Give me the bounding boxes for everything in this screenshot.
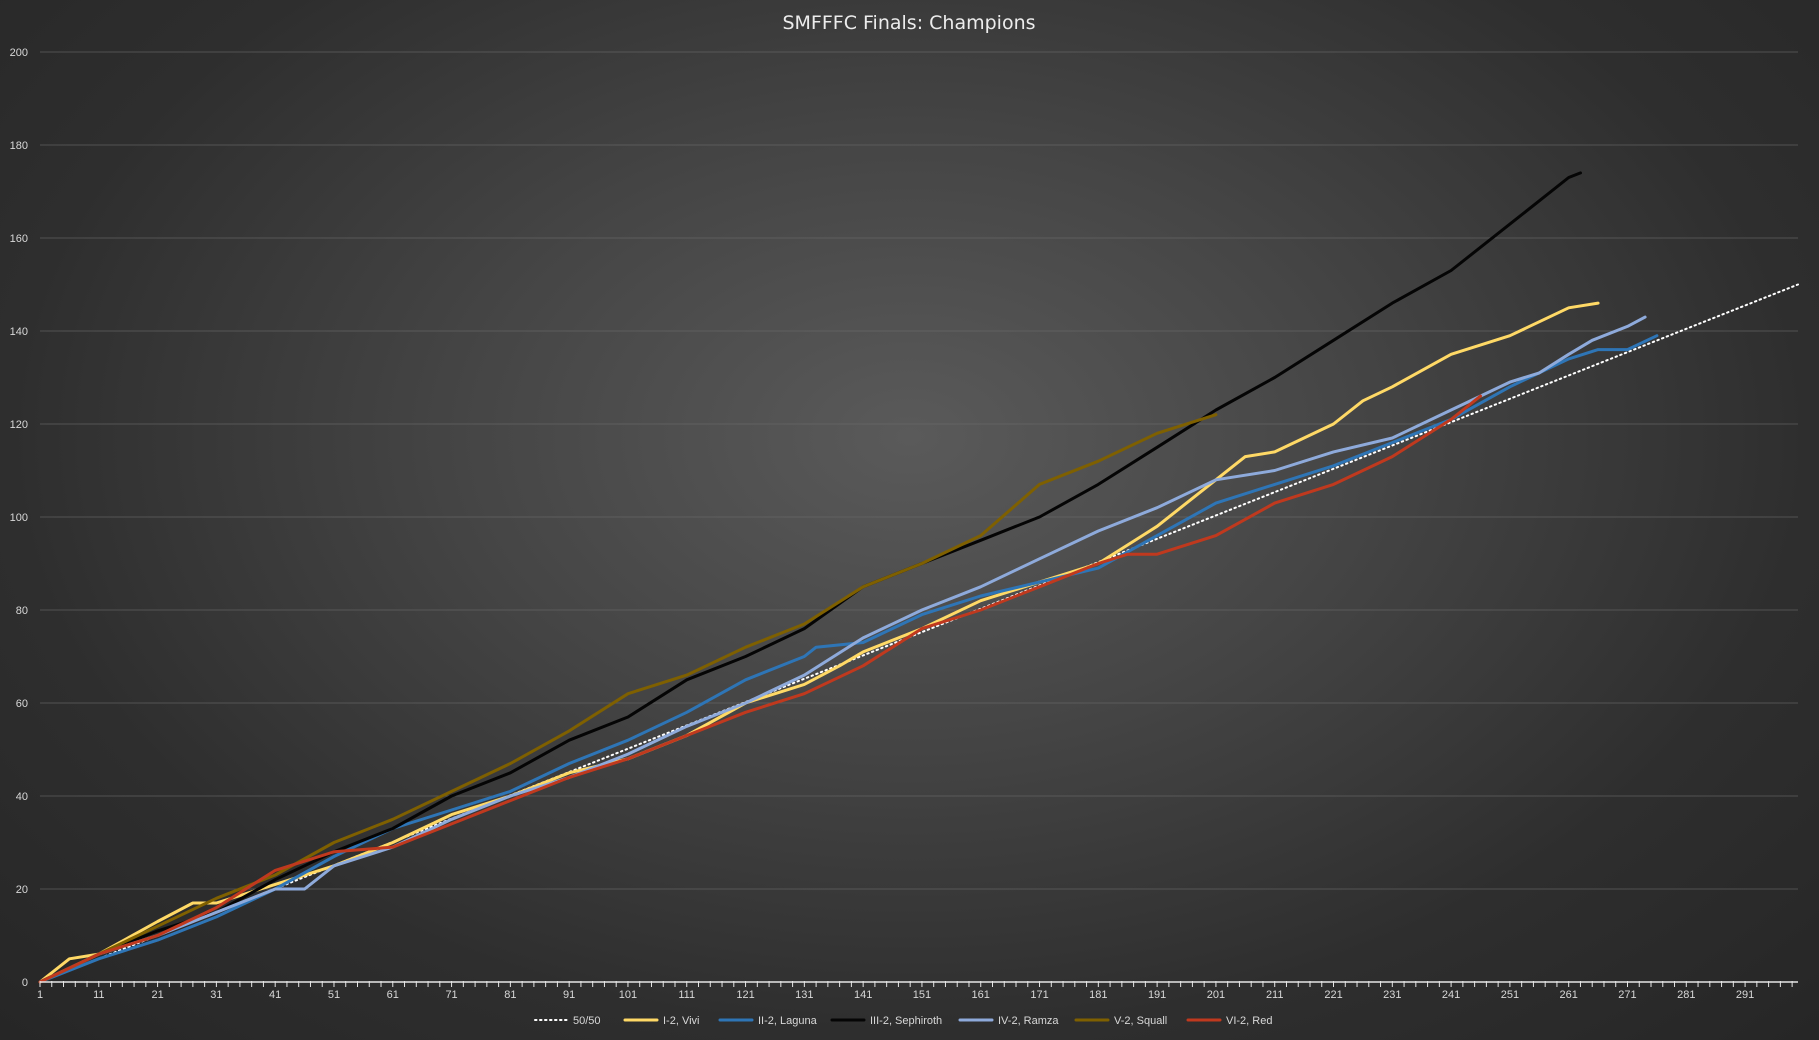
y-tick-label: 60 [16, 698, 28, 710]
x-tick-label: 281 [1677, 989, 1695, 1001]
y-tick-label: 80 [16, 605, 28, 617]
y-tick-label: 120 [10, 419, 28, 431]
series-line-4 [38, 315, 1647, 984]
legend-item-6[interactable]: VI-2, Red [1186, 1015, 1272, 1027]
y-axis-ticks: 0 20 40 60 80 100 120 140 160 180 200 [10, 47, 28, 989]
legend-item-1[interactable]: I-2, Vivi [623, 1015, 699, 1027]
x-tick-label: 151 [913, 989, 931, 1001]
y-tick-label: 140 [10, 326, 28, 338]
y-tick-label: 20 [16, 884, 28, 896]
x-tick-label: 271 [1618, 989, 1636, 1001]
series-line-3 [38, 171, 1582, 984]
x-tick-label: 51 [328, 989, 340, 1001]
legend-item-5[interactable]: V-2, Squall [1074, 1015, 1167, 1027]
legend-label: III-2, Sephiroth [870, 1015, 942, 1027]
y-tick-label: 0 [22, 977, 28, 989]
x-axis: 1 11 21 31 41 51 61 71 81 91 101 111 121 131 141 151 161… [37, 981, 1798, 1001]
x-tick-label: 71 [445, 989, 457, 1001]
x-tick-label: 231 [1383, 989, 1401, 1001]
x-tick-label: 131 [795, 989, 813, 1001]
x-tick-label: 31 [210, 989, 222, 1001]
x-tick-label: 201 [1207, 989, 1225, 1001]
legend-label: 50/50 [573, 1015, 601, 1027]
x-tick-label: 21 [151, 989, 163, 1001]
x-tick-label: 141 [854, 989, 872, 1001]
x-tick-label: 111 [678, 989, 695, 1001]
legend-item-2[interactable]: II-2, Laguna [718, 1015, 818, 1027]
legend-item-3[interactable]: III-2, Sephiroth [830, 1015, 942, 1027]
y-tick-label: 160 [10, 233, 28, 245]
series-line-0 [39, 283, 1799, 983]
x-tick-label: 261 [1560, 989, 1578, 1001]
series-lines [38, 171, 1799, 984]
legend[interactable]: 50/50 I-2, Vivi II-2, Laguna III-2, Sephiro… [534, 1015, 1272, 1027]
x-tick-label: 61 [387, 989, 399, 1001]
x-tick-label: 101 [619, 989, 637, 1001]
x-tick-label: 211 [1266, 989, 1284, 1001]
x-tick-label: 1 [37, 989, 43, 1001]
x-tick-label: 11 [93, 989, 104, 1001]
x-tick-label: 171 [1030, 989, 1048, 1001]
x-tick-label: 91 [563, 989, 575, 1001]
x-tick-label: 41 [269, 989, 281, 1001]
legend-label: VI-2, Red [1226, 1015, 1272, 1027]
x-tick-label: 251 [1501, 989, 1519, 1001]
y-tick-label: 180 [10, 140, 28, 152]
x-tick-label: 191 [1148, 989, 1166, 1001]
x-tick-label: 291 [1736, 989, 1754, 1001]
x-tick-label: 121 [736, 989, 754, 1001]
y-tick-label: 100 [10, 512, 28, 524]
x-tick-label: 161 [972, 989, 990, 1001]
x-tick-label: 241 [1442, 989, 1460, 1001]
x-tick-label: 81 [504, 989, 516, 1001]
gridlines [40, 51, 1798, 890]
y-tick-label: 200 [10, 47, 28, 59]
y-tick-label: 40 [16, 791, 28, 803]
x-tick-label: 181 [1089, 989, 1107, 1001]
legend-label: V-2, Squall [1114, 1015, 1167, 1027]
legend-item-0[interactable]: 50/50 [534, 1015, 601, 1027]
legend-label: IV-2, Ramza [998, 1015, 1059, 1027]
legend-label: I-2, Vivi [663, 1015, 699, 1027]
x-tick-label: 221 [1324, 989, 1342, 1001]
series-line-6 [38, 394, 1482, 984]
series-line-5 [38, 413, 1218, 984]
legend-label: II-2, Laguna [758, 1015, 818, 1027]
legend-item-4[interactable]: IV-2, Ramza [958, 1015, 1059, 1027]
chart-title: SMFFFC Finals: Champions [782, 12, 1035, 34]
